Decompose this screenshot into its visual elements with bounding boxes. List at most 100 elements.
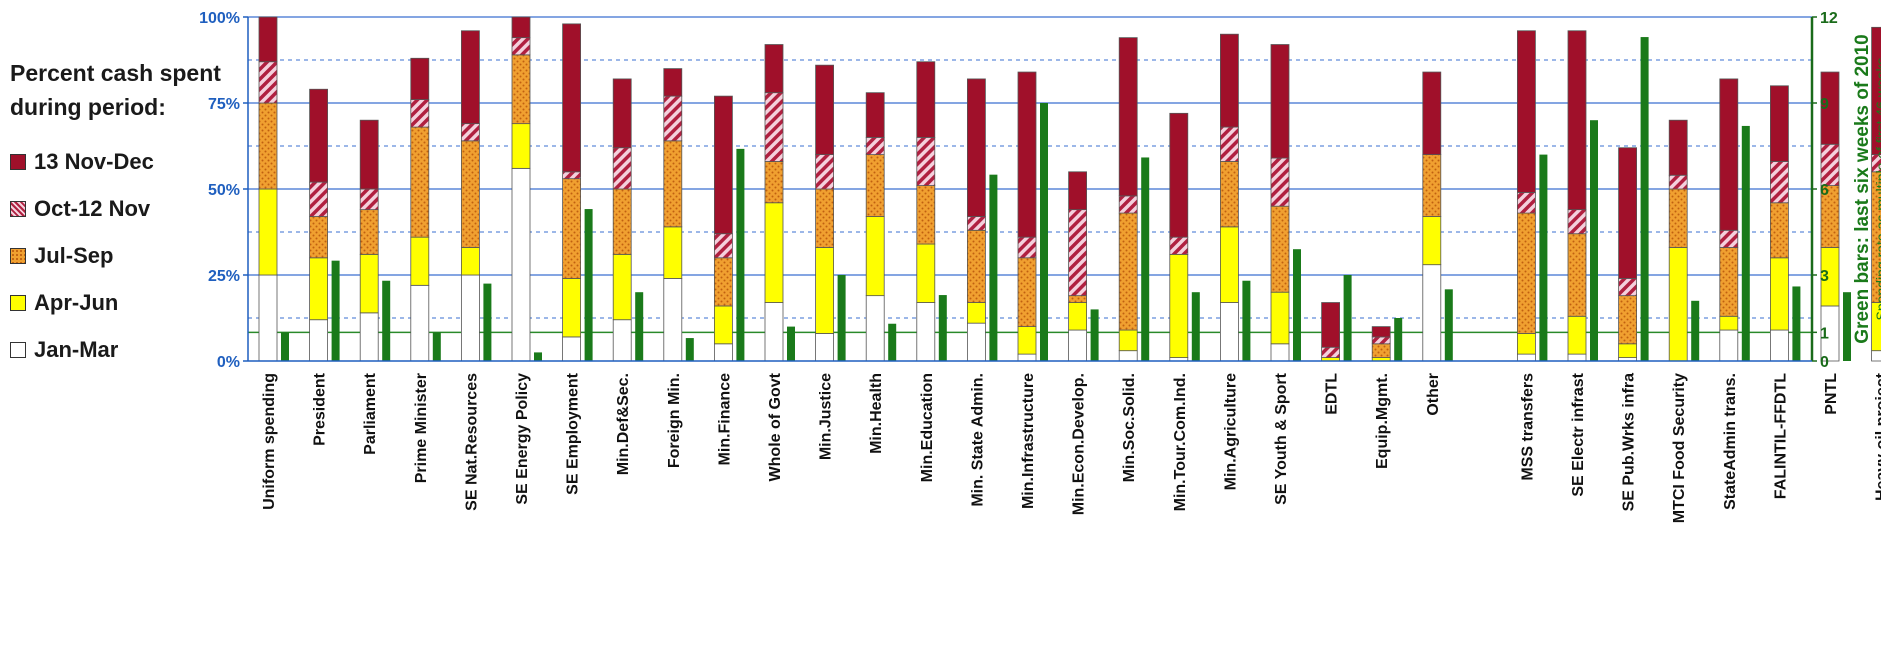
y-left-tick-label: 25% bbox=[208, 268, 240, 285]
bar-segment bbox=[865, 295, 885, 362]
bar-segment bbox=[1068, 302, 1087, 331]
bar-segment bbox=[865, 92, 885, 138]
bar-segment bbox=[815, 64, 834, 156]
bar-segment bbox=[1321, 302, 1340, 348]
bar-segment bbox=[612, 78, 632, 149]
bar-segment bbox=[1371, 336, 1391, 345]
green-bar bbox=[1141, 157, 1150, 361]
legend-swatch bbox=[10, 341, 26, 358]
green-bar bbox=[787, 326, 795, 361]
bar-segment bbox=[410, 284, 430, 362]
bar-segment bbox=[410, 57, 430, 100]
bar-segment bbox=[967, 78, 986, 217]
bar-segment bbox=[1618, 278, 1637, 297]
bar-segment bbox=[460, 247, 480, 276]
green-bar bbox=[837, 275, 846, 361]
green-bar bbox=[1394, 318, 1403, 361]
x-tick-label: MSS transfers bbox=[1519, 373, 1536, 481]
bar-segment bbox=[1668, 247, 1688, 362]
legend-item: 13 Nov-Dec bbox=[10, 138, 225, 185]
bar-segment bbox=[1517, 333, 1536, 355]
bar-segment bbox=[258, 61, 278, 104]
x-tick-label: Parliament bbox=[362, 372, 379, 454]
x-tick-label: Min.Def&Sec. bbox=[615, 373, 632, 475]
green-bar bbox=[584, 209, 593, 361]
bar-segment bbox=[967, 302, 986, 324]
green-bar bbox=[1843, 292, 1851, 361]
x-tick-label: Foreign Min. bbox=[666, 373, 683, 468]
bar-segment bbox=[258, 16, 278, 63]
x-tick-label: Min.Infrastructure bbox=[1020, 373, 1037, 509]
bar-segment bbox=[1567, 209, 1587, 235]
bar-segment bbox=[916, 302, 936, 362]
bar-segment bbox=[865, 216, 885, 297]
bar-segment bbox=[1118, 195, 1138, 214]
green-bar bbox=[1590, 120, 1598, 361]
bar-segment bbox=[967, 216, 986, 231]
bar-segment bbox=[1270, 205, 1290, 293]
x-tick-label: SE Pub.Wrks infra bbox=[1621, 373, 1638, 512]
y-right-tick-label: 12 bbox=[1820, 10, 1838, 27]
x-tick-label: Whole of Govt bbox=[767, 372, 784, 481]
bar-segment bbox=[1517, 353, 1536, 362]
bar-segment bbox=[612, 147, 632, 190]
bar-segment bbox=[258, 188, 278, 276]
x-tick-label: SE Youth & Sport bbox=[1273, 372, 1290, 505]
bar-segment bbox=[714, 257, 733, 307]
bar-segment bbox=[1567, 353, 1587, 362]
bar-segment bbox=[359, 188, 379, 211]
legend-item: Oct-12 Nov bbox=[10, 185, 225, 232]
bar-segment bbox=[1270, 343, 1290, 362]
bar-segment bbox=[1220, 126, 1239, 162]
bar-segment bbox=[764, 202, 784, 303]
bar-segment bbox=[1118, 37, 1138, 197]
green-bar bbox=[888, 323, 897, 361]
green-bar bbox=[534, 352, 542, 361]
bar-segment bbox=[309, 257, 329, 321]
bar-segment bbox=[309, 181, 329, 217]
x-tick-label: SE Employment bbox=[565, 372, 582, 494]
green-bar bbox=[635, 292, 644, 361]
bar-segment bbox=[1220, 226, 1239, 303]
bar-segment bbox=[865, 154, 885, 217]
x-tick-label: Min.Justice bbox=[818, 373, 835, 460]
bar-segment bbox=[562, 278, 581, 338]
green-bar bbox=[432, 332, 441, 361]
bar-segment bbox=[1770, 202, 1789, 259]
bar-segment bbox=[764, 44, 784, 94]
bar-segment bbox=[1618, 295, 1637, 345]
y-left-tick-label: 50% bbox=[208, 182, 240, 199]
bar-segment bbox=[410, 126, 430, 238]
bar-segment bbox=[562, 171, 581, 180]
bar-segment bbox=[1068, 209, 1087, 297]
legend-label: Oct-12 Nov bbox=[34, 195, 151, 221]
bar-segment bbox=[1567, 233, 1587, 317]
bar-segment bbox=[562, 336, 581, 362]
green-bar bbox=[989, 174, 998, 361]
green-bar bbox=[1293, 249, 1301, 361]
y-right-tick-label: 1 bbox=[1820, 325, 1829, 342]
bar-segment bbox=[359, 312, 379, 362]
bar-segment bbox=[410, 236, 430, 286]
bar-segment bbox=[612, 188, 632, 255]
bar-segment bbox=[511, 37, 531, 56]
bar-segment bbox=[1371, 326, 1391, 338]
bar-segment bbox=[511, 16, 531, 39]
y-right-axis-title: Green bars: last six weeks of 2010 bbox=[1852, 34, 1873, 343]
bar-segment bbox=[258, 102, 278, 190]
x-tick-label: MTCI Food Security bbox=[1671, 373, 1688, 523]
bar-segment bbox=[1118, 329, 1138, 352]
green-bar bbox=[1792, 286, 1801, 361]
bar-segment bbox=[1118, 212, 1138, 331]
bar-segment bbox=[1422, 154, 1442, 217]
x-tick-label: Min.Health bbox=[868, 373, 885, 454]
bar-segment bbox=[1770, 85, 1789, 162]
bar-segment bbox=[1770, 161, 1789, 204]
bar-segment bbox=[1618, 147, 1637, 279]
legend-item: Jul-Sep bbox=[10, 232, 225, 279]
bar-segment bbox=[511, 54, 531, 125]
y-right-tick-label: 6 bbox=[1820, 182, 1829, 199]
green-bar bbox=[1242, 280, 1251, 361]
bar-segment bbox=[1422, 264, 1442, 362]
bar-segment bbox=[1017, 326, 1037, 355]
